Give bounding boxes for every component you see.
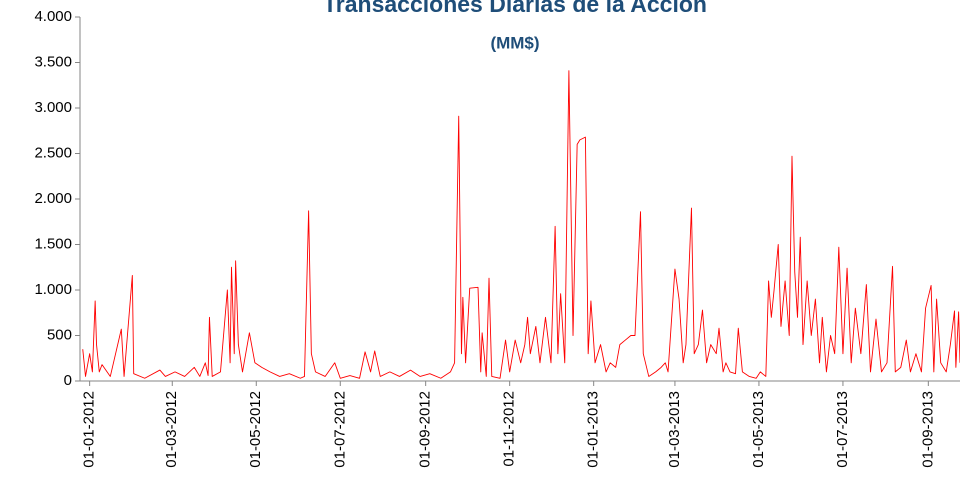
y-tick-label: 3.000 (34, 99, 72, 116)
x-tick-label: 01-03-2012 (163, 391, 180, 468)
y-tick-label: 1.500 (34, 235, 72, 252)
y-tick-label: 500 (47, 326, 72, 343)
series-line (82, 70, 960, 379)
chart-title: Transacciones Diarias de la Acción (323, 0, 707, 17)
y-tick-label: 3.500 (34, 53, 72, 70)
y-tick-label: 2.500 (34, 144, 72, 161)
y-tick-label: 0 (64, 372, 72, 389)
x-tick-label: 01-03-2013 (666, 391, 683, 468)
y-tick-label: 1.000 (34, 281, 72, 298)
x-tick-label: 01-09-2012 (417, 391, 434, 468)
x-tick-label: 01-07-2013 (834, 391, 851, 468)
x-tick-label: 01-01-2012 (81, 391, 98, 468)
x-tick-label: 01-09-2013 (919, 391, 936, 468)
y-tick-label: 4.000 (34, 8, 72, 25)
y-tick-label: 2.000 (34, 190, 72, 207)
chart-subtitle: (MM$) (490, 33, 539, 52)
x-tick-label: 01-05-2013 (750, 391, 767, 468)
x-tick-label: 01-07-2012 (331, 391, 348, 468)
x-tick-label: 01-05-2012 (247, 391, 264, 468)
x-tick-label: 01-01-2013 (585, 391, 602, 468)
x-tick-label: 01-11-2012 (501, 391, 518, 467)
